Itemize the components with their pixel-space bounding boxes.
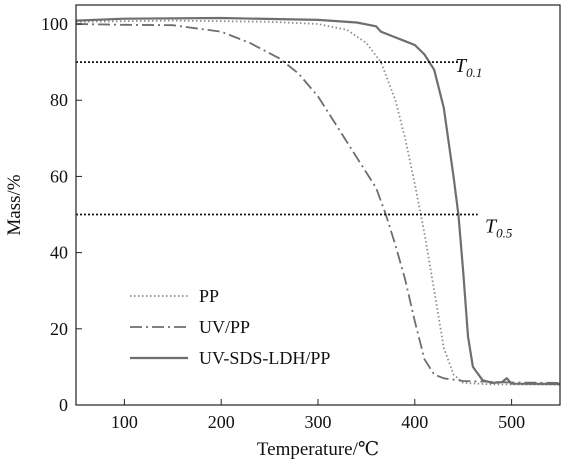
x-axis-ticks: 100 200 300 400 500 <box>111 399 525 432</box>
y-tick-label: 100 <box>41 14 68 34</box>
legend-label-uv-sds-ldh-pp: UV-SDS-LDH/PP <box>199 348 330 368</box>
plot-lines <box>75 16 561 386</box>
legend-label-uv-pp: UV/PP <box>199 317 250 337</box>
reference-annotations: T0.1 T0.5 <box>455 55 513 240</box>
y-tick-label: 40 <box>50 243 68 263</box>
y-tick-label: 0 <box>59 395 68 415</box>
series-line-pp <box>75 19 561 386</box>
x-tick-label: 300 <box>305 412 332 432</box>
y-tick-label: 60 <box>50 166 68 186</box>
x-tick-label: 400 <box>401 412 428 432</box>
y-axis-title: Mass/% <box>4 174 25 235</box>
x-tick-label: 200 <box>208 412 235 432</box>
reference-lines <box>76 61 478 216</box>
reference-label-t0-5: T0.5 <box>485 216 513 241</box>
x-tick-label: 500 <box>498 412 525 432</box>
series-line-uv-sds-ldh-pp <box>75 16 561 386</box>
legend-label-pp: PP <box>199 286 219 306</box>
legend: PP UV/PP UV-SDS-LDH/PP <box>130 286 330 368</box>
reference-label-t0-1: T0.1 <box>455 55 482 80</box>
plot-frame <box>75 4 561 406</box>
x-tick-label: 100 <box>111 412 138 432</box>
y-axis-ticks: 0 20 40 60 80 100 <box>41 14 82 415</box>
series-line-uv-pp <box>75 23 561 384</box>
y-tick-label: 20 <box>50 319 68 339</box>
y-tick-label: 80 <box>50 90 68 110</box>
x-axis-title: Temperature/℃ <box>257 439 379 460</box>
